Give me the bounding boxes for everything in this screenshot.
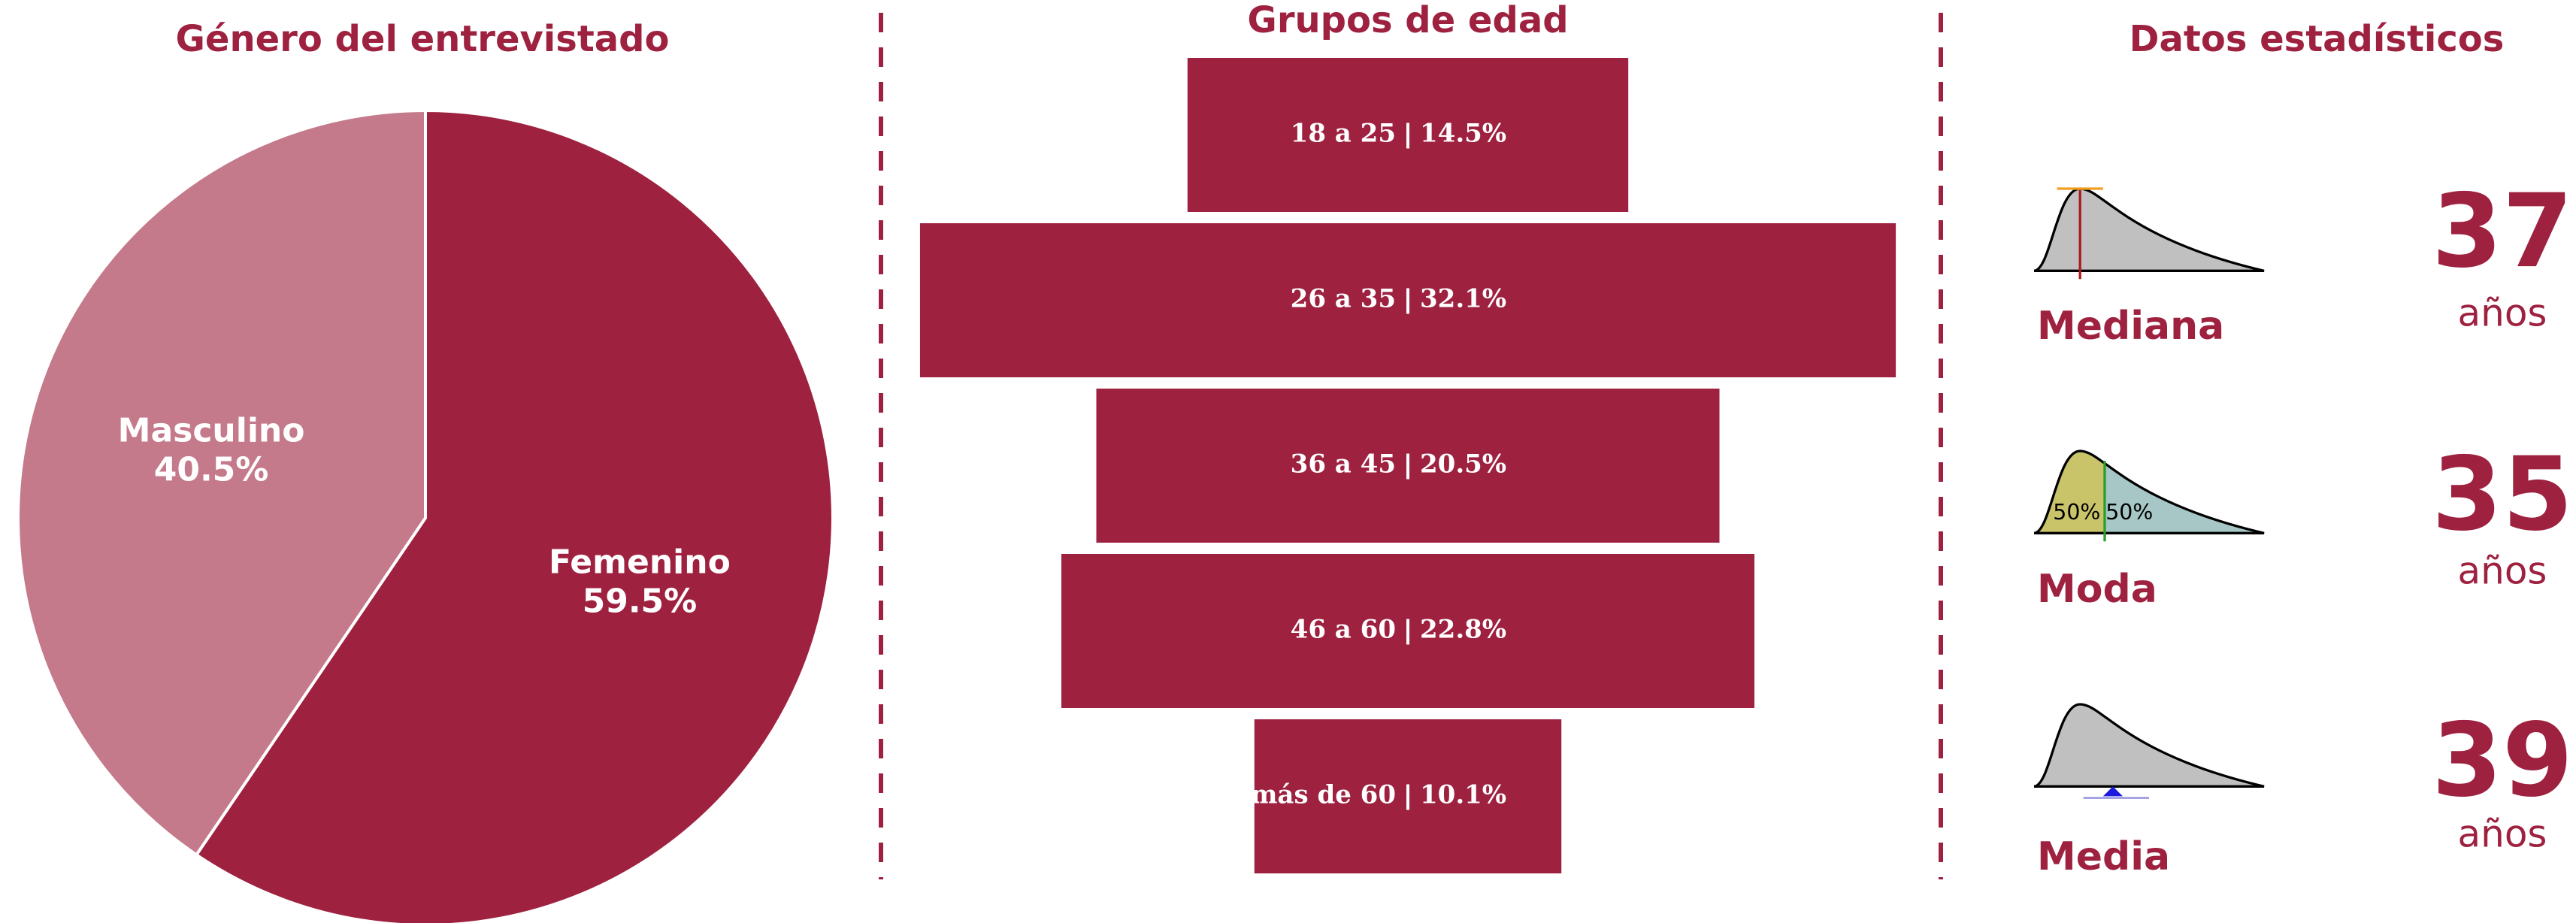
slice-category: Femenino	[549, 543, 731, 582]
icon-curve	[2033, 703, 2265, 788]
bar-category: 36 a 45	[1291, 449, 1396, 480]
pie-slice	[194, 108, 834, 923]
icon-curve	[2033, 449, 2265, 534]
stat-label: Mediana	[2037, 304, 2224, 349]
stat-icon	[2033, 187, 2265, 280]
bar-value: 22.8%	[1420, 615, 1506, 645]
stat-unit: años	[2458, 549, 2547, 593]
funnel-title: Grupos de edad	[1247, 0, 1568, 41]
bar-category: 26 a 35	[1291, 284, 1396, 314]
stat-unit: años	[2458, 292, 2547, 335]
pie-title: Género del entrevistado	[176, 18, 670, 60]
icon-label: 50%	[2105, 500, 2153, 525]
bar-value: 10.1%	[1420, 780, 1506, 810]
stat-value: 39	[2432, 701, 2573, 819]
bar-value: 20.5%	[1420, 449, 1506, 480]
stat-icon: 50% 50%	[2033, 449, 2265, 542]
slice-value: 40.5%	[154, 450, 269, 489]
bar-value: 32.1%	[1420, 284, 1506, 314]
icon-label: 50%	[2053, 500, 2100, 525]
stat-value: 37	[2432, 172, 2573, 290]
slice-value: 59.5%	[583, 583, 698, 621]
stat-label: Media	[2037, 834, 2170, 879]
bar-category: más de 60	[1250, 780, 1396, 810]
stat-value: 35	[2432, 435, 2573, 553]
bar-category: 18 a 25	[1291, 119, 1396, 149]
bar-category: 46 a 60	[1291, 615, 1396, 645]
stat-icon	[2033, 703, 2265, 799]
stat-unit: años	[2458, 813, 2547, 856]
slice-category: Masculino	[118, 411, 305, 449]
pie-slice	[17, 108, 427, 858]
bar-value: 14.5%	[1420, 119, 1506, 149]
stat-label: Moda	[2037, 567, 2157, 612]
icon-fulcrum	[2102, 786, 2123, 797]
icon-curve	[2033, 187, 2265, 272]
stats-title: Datos estadísticos	[2130, 18, 2505, 60]
